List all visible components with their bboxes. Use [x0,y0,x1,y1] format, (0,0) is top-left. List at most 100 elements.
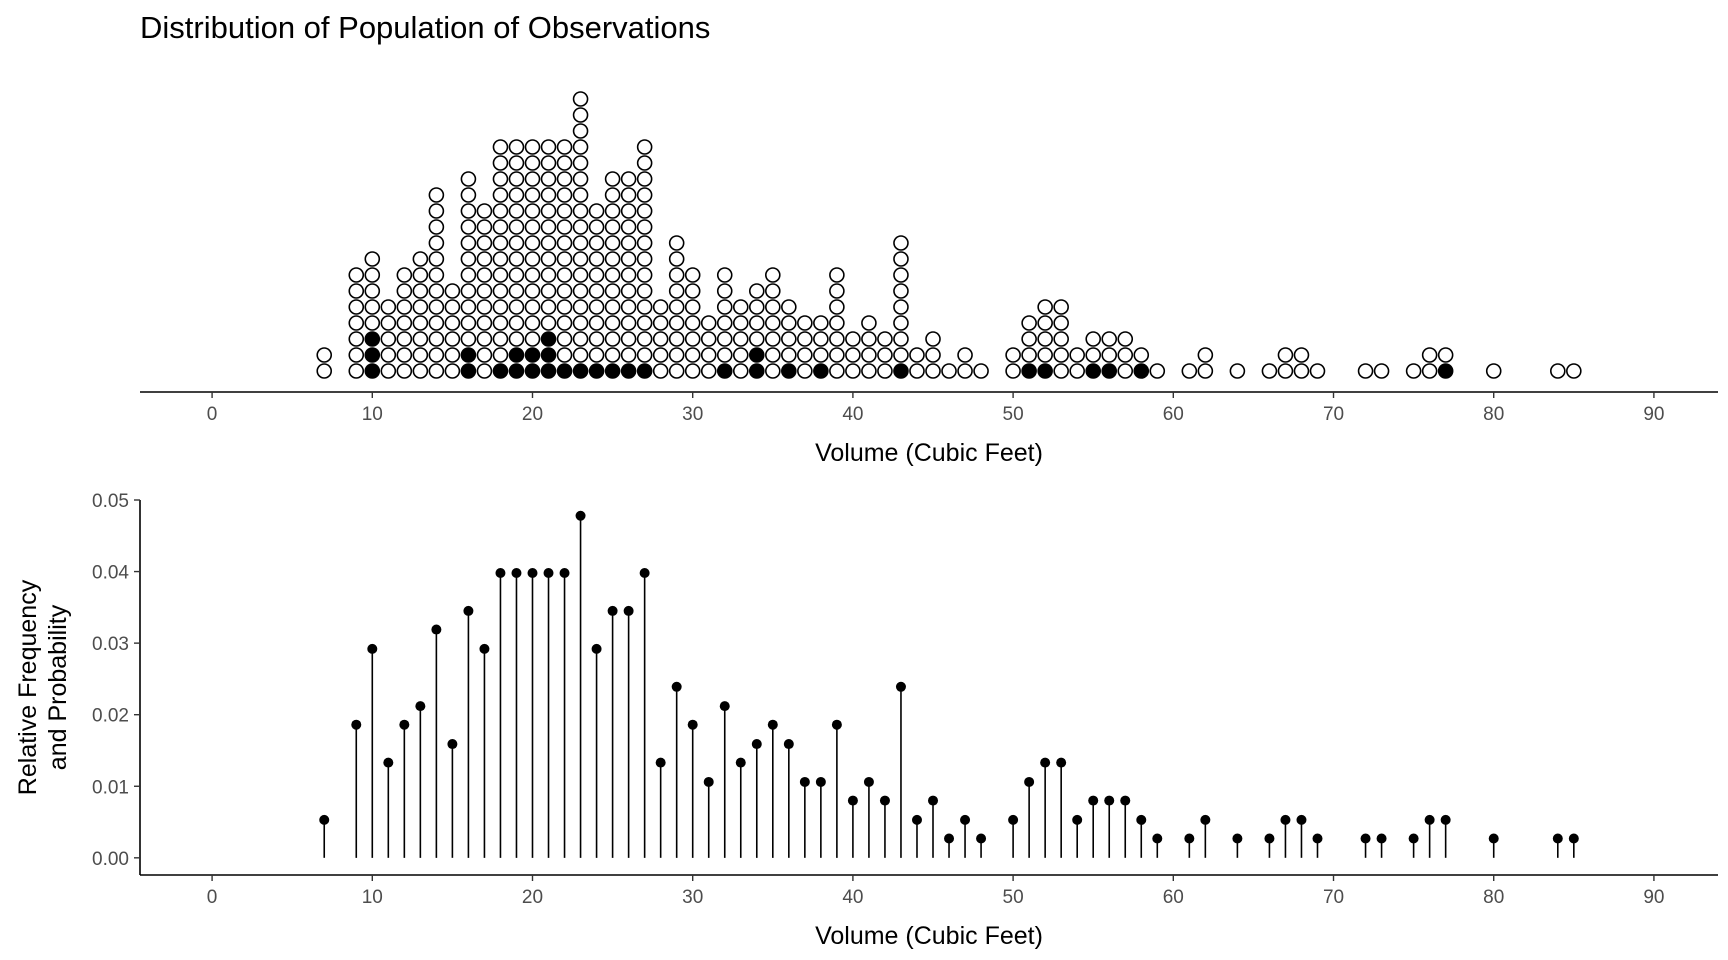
dot-open [508,219,525,235]
x-tick-label: 40 [842,887,863,908]
dot-filled [540,363,557,379]
x-tick-label: 40 [842,404,863,425]
dot-open [845,363,861,379]
dot-filled [1133,363,1150,379]
dot-open [412,315,429,331]
dot-open [572,139,589,155]
lollipop-point [783,739,794,750]
dot-open [556,315,573,331]
dot-open [636,203,653,219]
dot-filled [364,363,381,379]
dot-open [428,299,445,315]
dot-open [668,331,685,347]
dot-open [1053,363,1069,379]
dot-open [540,283,557,299]
dot-open [348,283,365,299]
lollipop-point [751,739,762,750]
x-tick-label: 80 [1483,404,1504,425]
dot-open [508,283,525,299]
dot-open [508,171,525,187]
lollipop-point [1200,814,1211,825]
dot-open [540,235,557,251]
x-tick-label: 70 [1323,404,1344,425]
dot-open [700,331,717,347]
dot-open [636,171,653,187]
dot-open [556,155,573,171]
x-tick-label: 60 [1163,887,1184,908]
dot-open [877,363,893,379]
dot-open [556,171,573,187]
dot-open [428,235,445,251]
dot-open [1053,347,1069,363]
dot-open [1037,347,1053,363]
lollipop-point [639,567,650,578]
dot-open [829,267,845,283]
dot-open [716,315,733,331]
dot-open [1053,315,1069,331]
lollipop-point [911,814,922,825]
dot-open [668,315,685,331]
dot-open [620,299,637,315]
dot-open [572,203,589,219]
dot-open [764,347,781,363]
dot-open [620,219,637,235]
lollipop-point [687,719,698,730]
dot-open [781,299,797,315]
dot-open [316,363,333,379]
dot-open [428,331,445,347]
dot-open [764,267,781,283]
dot-open [508,203,525,219]
x-tick-label: 60 [1163,404,1184,425]
dot-open [524,315,541,331]
lollipop-point [1008,814,1019,825]
dot-filled [1437,363,1454,379]
dot-open [540,203,557,219]
dot-open [492,171,509,187]
dot-open [460,219,477,235]
dot-open [1421,347,1438,363]
dot-open [348,363,365,379]
dot-open [1309,363,1326,379]
lollipop-point [1280,814,1291,825]
dot-open [668,267,685,283]
dot-open [668,299,685,315]
dot-open [428,203,445,219]
dot-open [364,251,381,267]
dot-open [364,299,381,315]
dot-open [652,331,669,347]
dot-open [620,267,637,283]
dot-filled [1101,363,1118,379]
dot-open [492,155,509,171]
lollipop-point [479,643,490,654]
dot-open [1069,347,1085,363]
dot-open [572,315,589,331]
dot-open [1197,347,1214,363]
dot-open [829,283,845,299]
dot-open [1421,363,1438,379]
x-tick-label: 10 [362,887,383,908]
dot-open [428,363,445,379]
dot-open [444,347,461,363]
dot-open [636,187,653,203]
dot-open [636,347,653,363]
dot-open [732,315,749,331]
dot-open [540,315,557,331]
lollipop-point [1312,833,1323,844]
dot-open [524,171,541,187]
dot-open [492,331,509,347]
dot-open [781,347,797,363]
dot-open [652,299,669,315]
dot-filled [492,363,509,379]
dot-filled [1085,363,1102,379]
dot-filled [748,347,765,363]
dot-open [732,363,749,379]
lollipop-point [1104,795,1115,806]
dot-filled [540,331,557,347]
lollipop-point [463,605,474,616]
dot-open [668,235,685,251]
dot-open [524,299,541,315]
dot-open [716,283,733,299]
dot-open [508,299,525,315]
lollipop-point [399,719,410,730]
